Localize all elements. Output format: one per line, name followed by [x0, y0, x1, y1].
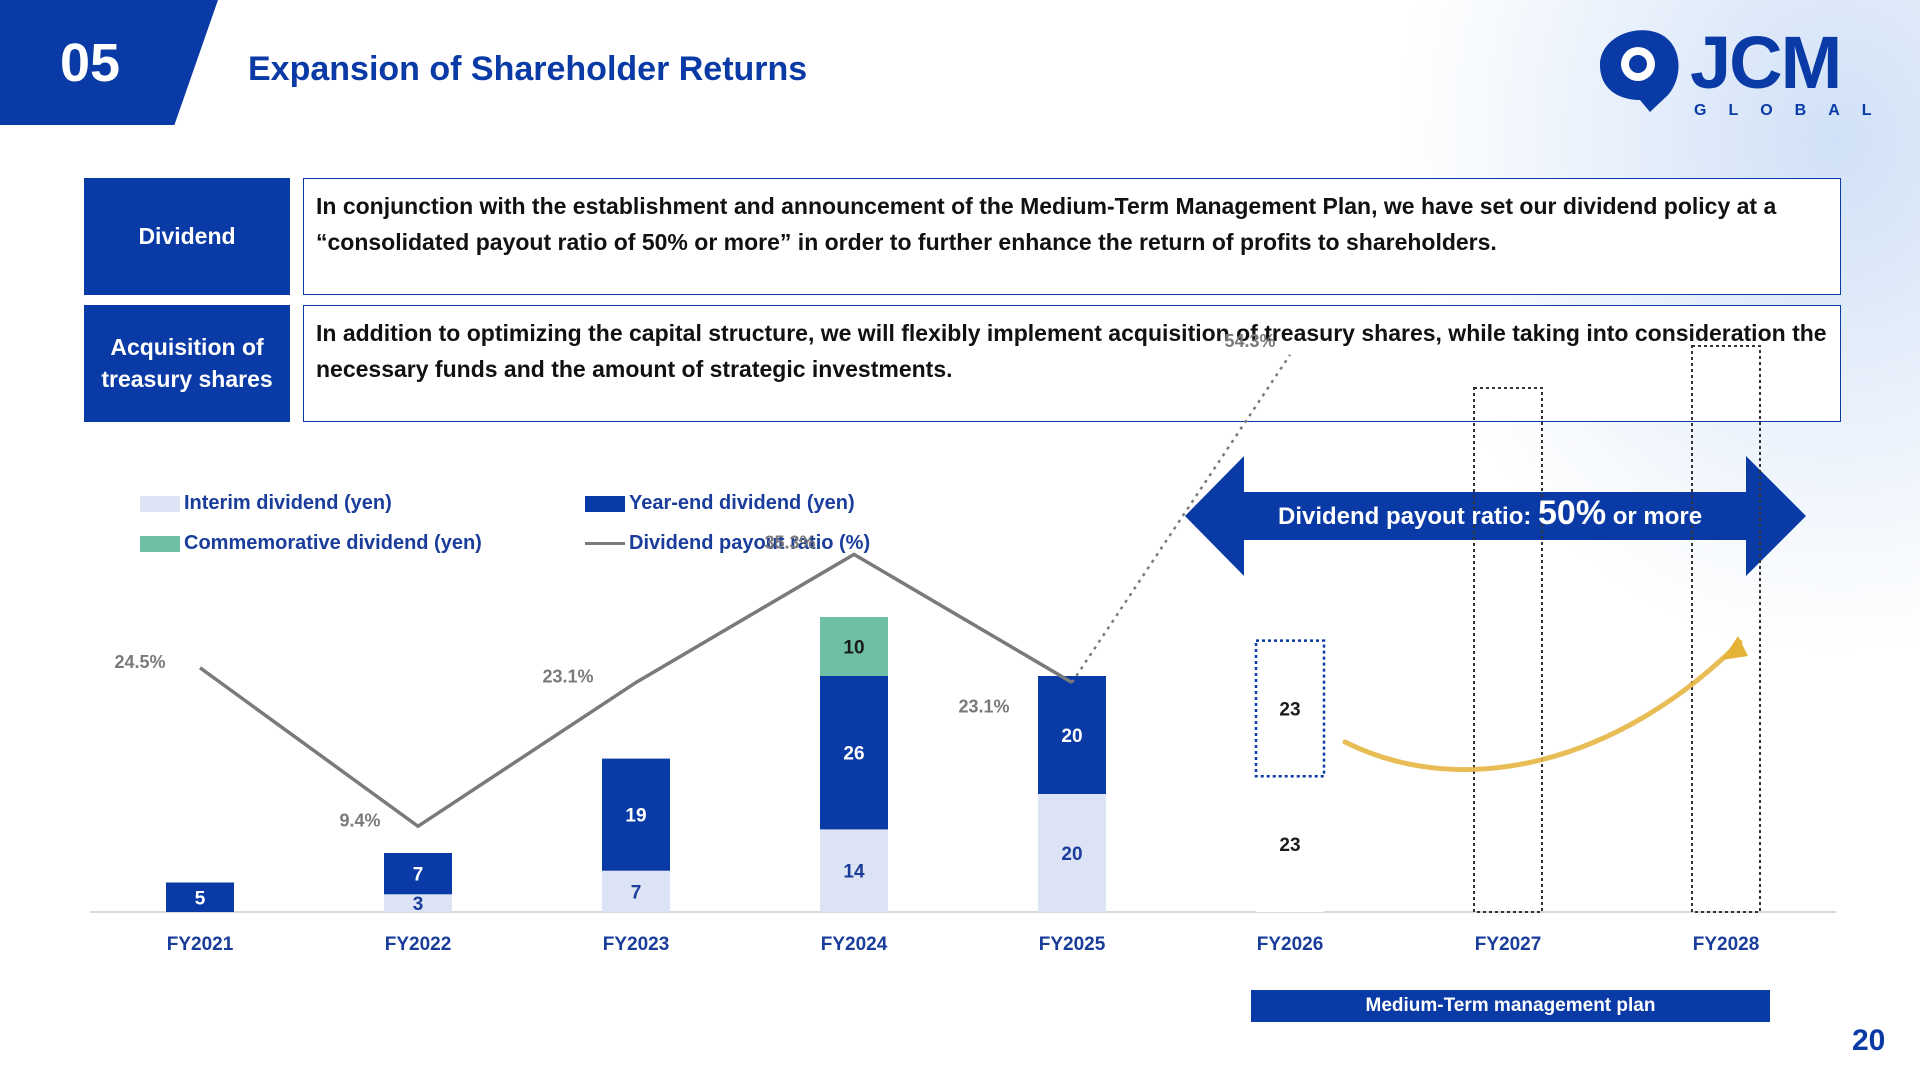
logo-subtext: GLOBAL	[1694, 102, 1894, 119]
x-tick-label: FY2021	[167, 934, 234, 955]
payout-ratio-line	[198, 552, 1073, 829]
bar-value-label: 10	[843, 638, 864, 659]
legend-interim: Interim dividend (yen)	[140, 492, 392, 515]
bar-year-end-fy2025	[1038, 676, 1106, 794]
legend-commemorative: Commemorative dividend (yen)	[140, 532, 482, 555]
legend-swatch-payout-ratio	[585, 542, 625, 545]
bar-year-end-fy2021	[166, 882, 234, 912]
bar-value-label: 14	[843, 862, 865, 883]
payout-ratio-label: 35.3%	[764, 532, 815, 552]
logo-wordmark: JCM	[1690, 21, 1842, 104]
legend-label-payout-ratio: Dividend payout ratio (%)	[629, 532, 871, 554]
bar-value-label: 23	[1279, 835, 1300, 856]
x-tick-label: FY2025	[1039, 934, 1106, 955]
bar-year-end-fy2022	[384, 853, 452, 895]
payout-ratio-label: 24.5%	[114, 652, 165, 672]
legend-swatch-commemorative	[140, 535, 180, 552]
target-banner-value: 50%	[1538, 494, 1607, 532]
x-tick-label: FY2022	[385, 934, 452, 955]
company-logo: JCM GLOBAL	[1590, 20, 1890, 130]
payout-ratio-forecast-line	[1070, 354, 1292, 684]
treasury-shares-label: Acquisition of treasury shares	[84, 305, 290, 422]
bar-interim-fy2026	[1256, 776, 1324, 912]
bar-value-label: 3	[413, 894, 424, 915]
bar-value-label: 23	[1279, 699, 1300, 720]
legend-swatch-interim	[140, 495, 180, 512]
x-tick-label: FY2027	[1475, 934, 1542, 955]
growth-trend-arrow	[1342, 639, 1743, 773]
bar-year-end-fy2026	[1254, 639, 1326, 778]
bar-value-label: 26	[843, 744, 864, 765]
bar-interim-fy2024	[820, 829, 888, 912]
bar-year-end-fy2023	[602, 758, 670, 871]
page-title: Expansion of Shareholder Returns	[248, 50, 808, 88]
x-tick-label: FY2023	[603, 934, 670, 955]
dividend-label: Dividend	[84, 178, 290, 295]
medium-term-plan-label: Medium-Term management plan	[1251, 990, 1770, 1022]
bar-year-end-fy2024	[820, 676, 888, 830]
bar-value-label: 7	[413, 865, 424, 886]
legend-label-commemorative: Commemorative dividend (yen)	[184, 532, 482, 554]
bar-forecast-placeholder-fy2028	[1691, 345, 1761, 913]
payout-ratio-label: 9.4%	[339, 810, 380, 830]
x-tick-label: FY2024	[821, 934, 888, 955]
bar-interim-fy2023	[602, 870, 670, 912]
bar-commemorative-fy2024	[820, 617, 888, 676]
x-tick-label: FY2028	[1693, 934, 1760, 955]
bar-forecast-placeholder-fy2027	[1473, 387, 1543, 913]
section-number: 05	[60, 33, 121, 93]
target-banner-text: Dividend payout ratio: 50% or more	[1278, 494, 1702, 533]
legend-label-year-end: Year-end dividend (yen)	[629, 492, 855, 514]
growth-trend-arrowhead-icon	[1722, 636, 1748, 660]
bar-interim-fy2022	[384, 894, 452, 912]
treasury-shares-policy-text: In addition to optimizing the capital st…	[303, 305, 1841, 422]
bar-value-label: 5	[195, 888, 206, 909]
bar-value-label: 20	[1061, 844, 1082, 865]
payout-ratio-label: 23.1%	[958, 696, 1009, 716]
bar-value-label: 19	[625, 806, 646, 827]
bar-interim-fy2025	[1038, 794, 1106, 912]
dividend-policy-text: In conjunction with the establishment an…	[303, 178, 1841, 295]
target-banner-prefix: Dividend payout ratio:	[1278, 503, 1539, 530]
legend-swatch-year-end	[585, 495, 625, 512]
legend-label-interim: Interim dividend (yen)	[184, 492, 392, 514]
legend-year-end: Year-end dividend (yen)	[585, 492, 855, 515]
logo-mark-icon	[1600, 30, 1679, 112]
target-banner-suffix: or more	[1606, 503, 1703, 530]
legend-payout-ratio: Dividend payout ratio (%)	[585, 532, 870, 555]
bar-value-label: 20	[1061, 726, 1082, 747]
target-banner-arrow	[1185, 456, 1806, 576]
bar-value-label: 7	[631, 882, 642, 903]
payout-ratio-label: 54.3%	[1224, 331, 1275, 351]
payout-ratio-label: 23.1%	[542, 666, 593, 686]
page-number: 20	[1852, 1024, 1886, 1057]
x-tick-label: FY2026	[1257, 934, 1324, 955]
